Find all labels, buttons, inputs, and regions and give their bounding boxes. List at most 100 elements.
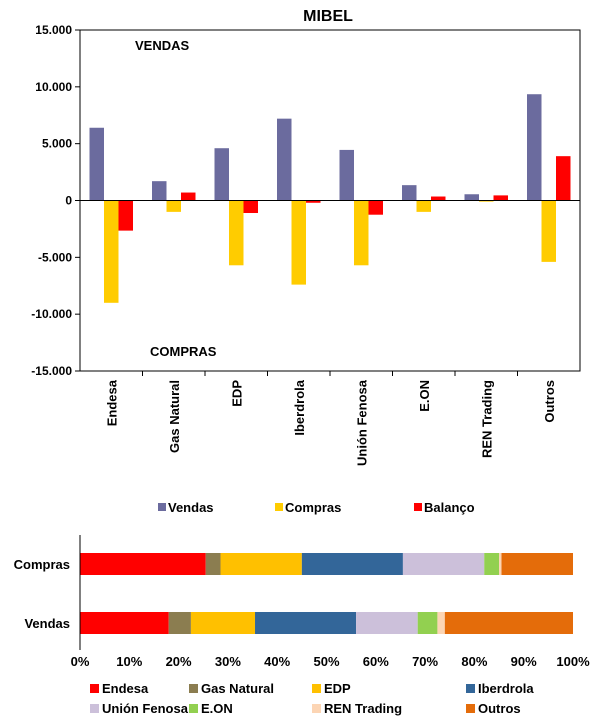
stacked-bar-group <box>80 553 573 634</box>
legend-label-edp: EDP <box>324 681 351 696</box>
x-percent-label: 70% <box>412 654 438 669</box>
segment-ren-trading-vendas <box>437 612 445 634</box>
bar-compras-union-fenosa <box>354 200 369 266</box>
x-tick-label: Endesa <box>104 379 119 426</box>
chart-title: MIBEL <box>303 8 353 25</box>
bar-compras-e-on <box>416 200 431 212</box>
legend-label-union-fenosa: Unión Fenosa <box>102 701 189 716</box>
legend-label-outros: Outros <box>478 701 521 716</box>
bar-vendas-ren-trading <box>464 194 479 201</box>
y-tick-label: 5.000 <box>42 137 72 151</box>
legend-swatch-edp <box>312 684 321 693</box>
x-tick-label: Iberdrola <box>292 379 307 435</box>
x-percent-label: 10% <box>116 654 142 669</box>
segment-e-on-vendas <box>417 612 438 634</box>
bar-balanco-edp <box>243 200 258 214</box>
bar-group <box>89 94 571 303</box>
bar-vendas-iberdrola <box>277 118 292 201</box>
x-percent-label: 80% <box>461 654 487 669</box>
x-tick-label: Gas Natural <box>167 380 182 453</box>
legend-swatch-iberdrola <box>466 684 475 693</box>
x-tick-label: E.ON <box>417 380 432 412</box>
x-percent-label: 100% <box>556 654 590 669</box>
bar-balanco-endesa <box>118 200 133 231</box>
bottom-legend: Endesa Gas Natural EDP Iberdrola Unión Fenos… <box>90 681 534 716</box>
legend-label-endesa: Endesa <box>102 681 149 696</box>
x-percent-label: 90% <box>511 654 537 669</box>
bar-vendas-endesa <box>89 127 104 201</box>
bar-balanco-ren-trading <box>493 195 508 201</box>
y-tick-label: 0 <box>65 194 72 208</box>
legend-swatch-compras <box>275 503 283 511</box>
annotation-vendas: VENDAS <box>135 38 190 53</box>
bar-balanco-gas-natural <box>181 192 196 201</box>
y-tick-label: -15.000 <box>31 364 72 378</box>
bar-compras-gas-natural <box>166 200 181 212</box>
top-chart: MIBEL VENDAS COMPRAS 15.000 10.000 5.000 0 -… <box>31 8 581 466</box>
segment-union-fenosa-compras <box>402 553 485 575</box>
x-percent-label: 0% <box>71 654 90 669</box>
segment-endesa-compras <box>80 553 206 575</box>
x-axis-labels: Endesa Gas Natural EDP Iberdrola Unión Fenos… <box>104 371 557 466</box>
bar-balanco-e-on <box>431 196 446 201</box>
row-label-vendas: Vendas <box>24 616 70 631</box>
bar-vendas-gas-natural <box>152 181 167 201</box>
legend-label-iberdrola: Iberdrola <box>478 681 534 696</box>
y-tick-label: -10.000 <box>31 307 72 321</box>
bar-balanco-outros <box>556 156 571 201</box>
legend-label-vendas: Vendas <box>168 500 214 515</box>
y-tick-label: 10.000 <box>35 80 72 94</box>
x-percent-label: 50% <box>313 654 339 669</box>
legend-label-e-on: E.ON <box>201 701 233 716</box>
legend-swatch-endesa <box>90 684 99 693</box>
top-legend: Vendas Compras Balanço <box>158 500 475 515</box>
bottom-chart: Compras Vendas 0% 10% 20% 30% 40% 50% 60% 70% 80%… <box>14 535 590 669</box>
segment-edp-vendas <box>190 612 256 634</box>
bar-balanco-iberdrola <box>306 200 321 203</box>
bar-vendas-e-on <box>402 185 417 201</box>
segment-union-fenosa-vendas <box>356 612 418 634</box>
segment-gas-natural-compras <box>205 553 221 575</box>
segment-edp-compras <box>220 553 302 575</box>
y-axis-ticks: 15.000 10.000 5.000 0 -5.000 -10.000 -15.000 <box>31 23 80 378</box>
x-tick-label: REN Trading <box>479 380 494 458</box>
x-tick-label: EDP <box>229 380 244 407</box>
segment-outros-compras <box>501 553 573 575</box>
segment-iberdrola-vendas <box>255 612 357 634</box>
legend-swatch-vendas <box>158 503 166 511</box>
legend-swatch-gas-natural <box>189 684 198 693</box>
x-percent-label: 30% <box>215 654 241 669</box>
bar-vendas-outros <box>527 94 542 201</box>
segment-outros-vendas <box>444 612 573 634</box>
legend-swatch-ren-trading <box>312 704 321 713</box>
legend-label-gas-natural: Gas Natural <box>201 681 274 696</box>
legend-label-compras: Compras <box>285 500 341 515</box>
x-tick-label: Outros <box>542 380 557 423</box>
legend-swatch-e-on <box>189 704 198 713</box>
bottom-y-labels: Compras Vendas <box>14 557 70 631</box>
segment-e-on-compras <box>484 553 500 575</box>
bar-balanco-union-fenosa <box>368 200 383 215</box>
legend-label-balanco: Balanço <box>424 500 475 515</box>
x-percent-label: 20% <box>166 654 192 669</box>
segment-ren-trading-compras <box>499 553 502 575</box>
y-tick-label: -5.000 <box>38 250 72 264</box>
bar-vendas-union-fenosa <box>339 149 354 201</box>
bottom-x-labels: 0% 10% 20% 30% 40% 50% 60% 70% 80% 90% 100% <box>71 654 590 669</box>
bar-compras-edp <box>229 200 244 266</box>
legend-swatch-outros <box>466 704 475 713</box>
x-percent-label: 60% <box>363 654 389 669</box>
segment-endesa-vendas <box>80 612 169 634</box>
legend-swatch-balanco <box>414 503 422 511</box>
bar-compras-ren-trading <box>479 200 494 202</box>
bar-compras-outros <box>541 200 556 262</box>
segment-gas-natural-vendas <box>168 612 191 634</box>
x-tick-label: Unión Fenosa <box>354 379 369 466</box>
bar-compras-endesa <box>104 200 119 303</box>
segment-iberdrola-compras <box>301 553 403 575</box>
bar-compras-iberdrola <box>291 200 306 285</box>
row-label-compras: Compras <box>14 557 70 572</box>
legend-swatch-union-fenosa <box>90 704 99 713</box>
legend-label-ren-trading: REN Trading <box>324 701 402 716</box>
